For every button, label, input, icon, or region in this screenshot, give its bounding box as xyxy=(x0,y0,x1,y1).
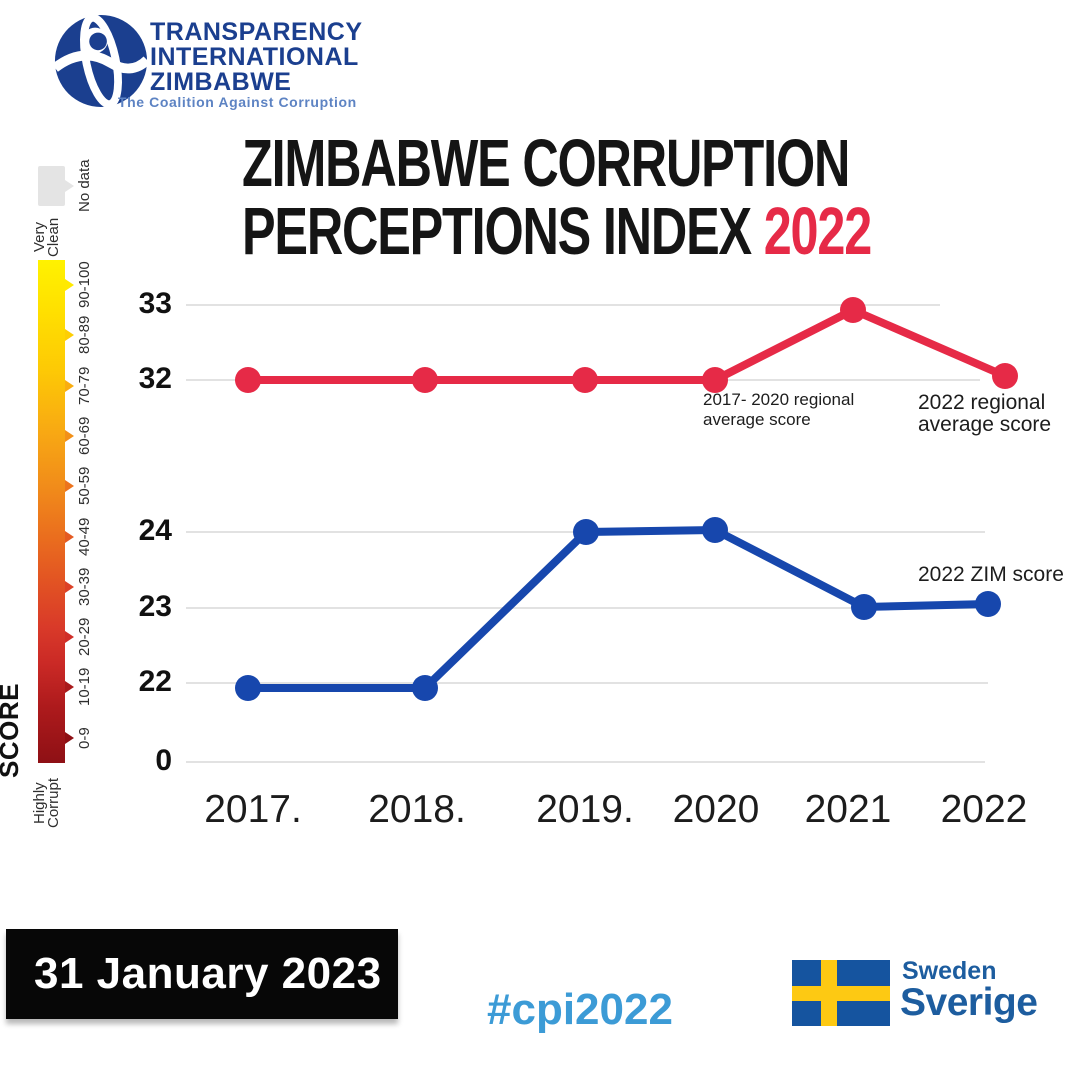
org-name-line3: ZIMBABWE xyxy=(150,68,292,96)
page-title-line2-black: PERCEPTIONS INDEX xyxy=(242,194,764,269)
data-point-regional xyxy=(702,367,728,393)
flag-cross-horizontal xyxy=(792,986,890,1001)
transparency-international-globe-icon xyxy=(52,13,150,109)
scale-notch xyxy=(65,180,74,192)
annotation-regional-2022: 2022 regional average score xyxy=(918,391,1052,436)
scale-notch xyxy=(65,279,74,291)
scale-notch xyxy=(65,530,74,543)
scale-notch xyxy=(65,429,74,442)
data-point-zim xyxy=(975,591,1001,617)
sweden-label-en: Sweden xyxy=(902,957,997,985)
sweden-flag-icon xyxy=(792,960,890,1026)
y-axis-label: 24 xyxy=(138,514,172,547)
data-point-zim xyxy=(851,594,877,620)
hashtag: #cpi2022 xyxy=(487,985,673,1034)
scale-notch xyxy=(65,731,74,744)
org-name-line1: TRANSPARENCY xyxy=(150,18,363,46)
scale-notch xyxy=(65,580,74,593)
x-axis-label: 2020 xyxy=(672,788,760,831)
x-axis-label: 2021 xyxy=(804,788,892,831)
org-name: TRANSPARENCY INTERNATIONAL ZIMBABWE xyxy=(150,20,363,95)
y-axis-label: 32 xyxy=(138,362,172,395)
data-point-regional xyxy=(235,367,261,393)
data-point-zim xyxy=(702,517,728,543)
data-point-regional xyxy=(412,367,438,393)
x-axis-label: 2017. xyxy=(204,788,302,831)
data-point-regional xyxy=(840,297,866,323)
x-axis-label: 2018. xyxy=(368,788,466,831)
scale-notch xyxy=(65,480,74,493)
y-axis-label: 0 xyxy=(155,744,172,777)
series-line-zim xyxy=(248,525,989,692)
page-title-line2: PERCEPTIONS INDEX 2022 xyxy=(242,198,872,266)
x-axis-label: 2019. xyxy=(536,788,634,831)
series-line-regional xyxy=(248,305,1007,384)
annotation-regional-2017-2020: 2017- 2020 regional average score xyxy=(703,390,855,429)
y-axis-label: 23 xyxy=(138,590,172,623)
scale-notch xyxy=(65,631,74,644)
data-point-regional xyxy=(992,363,1018,389)
y-axis-label: 33 xyxy=(138,287,172,320)
annotation-zim-2022: 2022 ZIM score xyxy=(918,563,1064,586)
publication-date: 31 January 2023 xyxy=(34,949,382,998)
score-gradient-bar xyxy=(38,260,65,763)
no-data-swatch xyxy=(38,166,65,206)
scale-notch xyxy=(65,379,74,392)
sweden-label-sv: Sverige xyxy=(900,981,1038,1024)
data-point-regional xyxy=(572,367,598,393)
y-axis-label: 22 xyxy=(138,665,172,698)
data-point-zim xyxy=(412,675,438,701)
page-title-year: 2022 xyxy=(763,194,873,269)
scale-notch xyxy=(65,681,74,694)
date-banner: 31 January 2023 xyxy=(6,929,398,1019)
org-tagline: The Coalition Against Corruption xyxy=(118,94,357,110)
data-point-zim xyxy=(573,519,599,545)
x-axis-label: 2022 xyxy=(940,788,1028,831)
scale-notch xyxy=(65,329,74,342)
data-point-zim xyxy=(235,675,261,701)
org-name-line2: INTERNATIONAL xyxy=(150,43,359,71)
page-title-line1: ZIMBABWE CORRUPTION xyxy=(242,126,850,201)
